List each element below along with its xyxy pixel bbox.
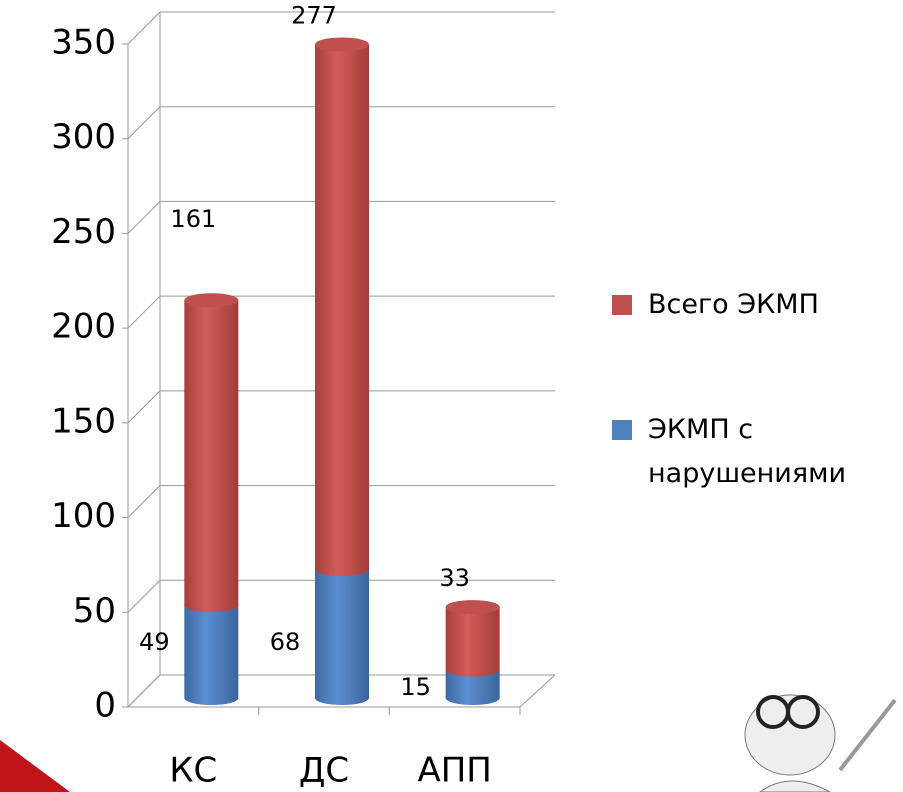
y-tick-label: 250 xyxy=(51,212,116,252)
bar xyxy=(184,300,238,612)
grid-line xyxy=(128,107,160,139)
legend-label: Всего ЭКМП xyxy=(648,283,903,327)
legend-swatch xyxy=(612,295,632,315)
value-label: 15 xyxy=(400,673,431,701)
y-tick-label: 150 xyxy=(51,401,116,441)
chart: 0 50 100 150 200 250 300 350 КС 49 161 ДС 68 277 АПП 15… xyxy=(0,0,903,792)
y-tick-label: 300 xyxy=(51,117,116,157)
legend-label: ЭКМП с нарушениями xyxy=(648,408,903,496)
value-label: 33 xyxy=(439,564,470,592)
x-tick-label: ДС xyxy=(299,751,349,791)
grid-line xyxy=(128,675,160,707)
bar-top xyxy=(315,37,369,51)
y-tick-label: 0 xyxy=(94,686,116,726)
grid-line xyxy=(128,296,160,328)
legend-swatch xyxy=(612,420,632,440)
decoration xyxy=(0,740,70,792)
x-tick-label: АПП xyxy=(417,751,491,791)
value-label: 161 xyxy=(170,205,216,233)
floor-line xyxy=(520,675,555,707)
grid-line xyxy=(128,12,160,44)
value-label: 277 xyxy=(291,1,337,29)
bar xyxy=(315,44,369,576)
value-label: 49 xyxy=(139,628,170,656)
bar xyxy=(446,607,500,677)
bar-top xyxy=(184,293,238,307)
grid-line xyxy=(128,391,160,423)
grid-line xyxy=(128,486,160,518)
y-tick-label: 200 xyxy=(51,307,116,347)
bar xyxy=(184,605,238,705)
y-tick-label: 100 xyxy=(51,496,116,536)
y-tick-label: 350 xyxy=(51,23,116,63)
grid-line xyxy=(128,201,160,233)
value-label: 68 xyxy=(270,628,301,656)
page: 0 50 100 150 200 250 300 350 КС 49 161 ДС 68 277 АПП 15… xyxy=(0,0,903,792)
bar xyxy=(315,569,369,705)
grid-line xyxy=(128,580,160,612)
bar-top xyxy=(446,600,500,614)
teacher-figure xyxy=(745,695,895,792)
y-tick-label: 50 xyxy=(73,591,116,631)
x-tick-label: КС xyxy=(169,751,217,791)
